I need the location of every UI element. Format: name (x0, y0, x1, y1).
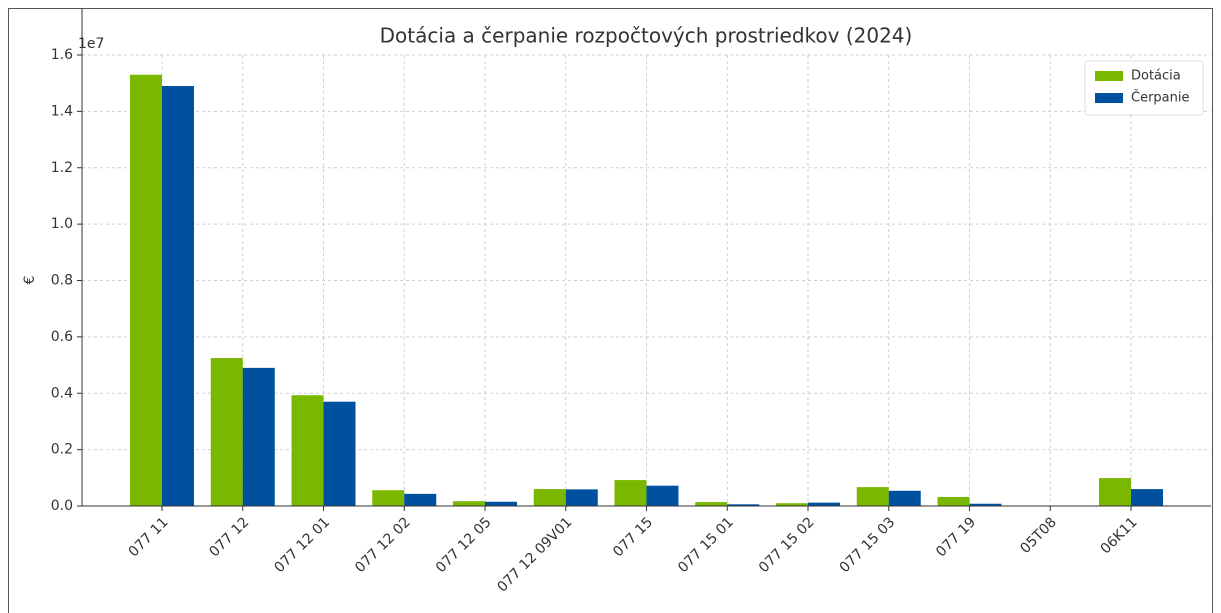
bar (808, 502, 840, 506)
bar (162, 86, 194, 506)
legend-label: Čerpanie (1131, 90, 1190, 106)
y-tick-label: 1.0 (51, 216, 73, 232)
bar (323, 401, 356, 506)
bar (372, 490, 405, 506)
bar (404, 493, 437, 506)
bar (565, 489, 598, 506)
bar (242, 367, 275, 506)
legend-swatch (1095, 93, 1123, 103)
bar (888, 490, 921, 506)
y-offset-label: 1e7 (78, 36, 104, 52)
bar (937, 496, 970, 506)
bar (1099, 478, 1131, 506)
bar (969, 503, 1002, 506)
bar (130, 74, 162, 506)
bar (291, 395, 324, 506)
y-tick-label: 0.2 (51, 442, 73, 458)
y-tick-label: 0.6 (51, 329, 73, 345)
y-tick-label: 0.8 (51, 273, 73, 289)
bar (533, 489, 566, 506)
y-axis-label: € (22, 276, 38, 285)
y-tick-label: 1.2 (51, 160, 73, 176)
y-tick-label: 0.0 (51, 498, 73, 514)
bar (727, 504, 760, 506)
bar (776, 503, 808, 506)
bar (1131, 489, 1163, 506)
y-tick-label: 0.4 (51, 385, 73, 401)
y-tick-label: 1.6 (51, 47, 73, 63)
bar (210, 358, 243, 506)
bar (856, 487, 889, 506)
legend-label: Dotácia (1131, 69, 1181, 84)
figure-border (8, 8, 1213, 613)
legend-swatch (1095, 71, 1123, 81)
bar (485, 501, 517, 506)
bar (695, 502, 728, 506)
bar (614, 480, 647, 506)
bar (453, 501, 485, 506)
bar (646, 485, 679, 506)
y-tick-label: 1.4 (51, 103, 73, 119)
chart-title: Dotácia a čerpanie rozpočtových prostrie… (380, 24, 913, 48)
